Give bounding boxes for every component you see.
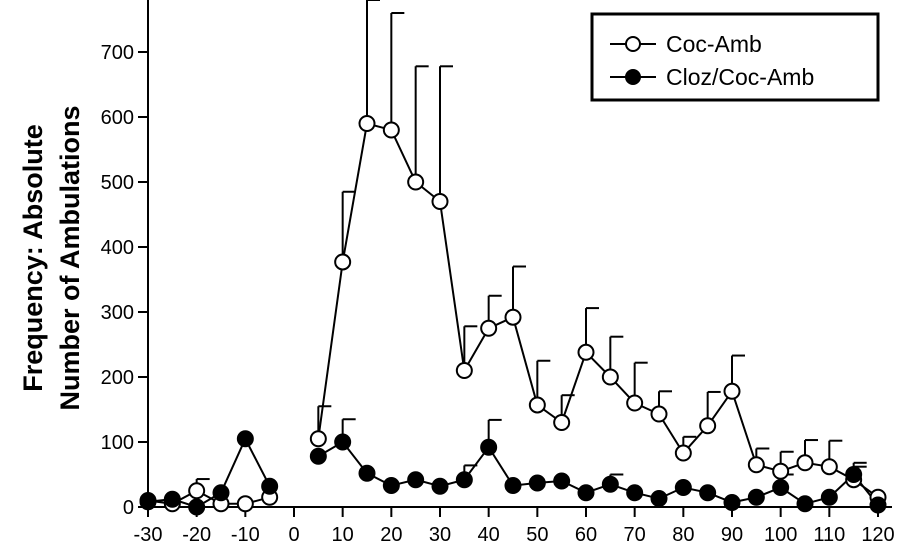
data-point-coc-amb <box>455 362 473 379</box>
data-point-cloz-coc-amb <box>674 479 692 496</box>
x-tick-label: 90 <box>721 524 743 546</box>
y-axis-title-line-1: Frequency: Absolute <box>18 124 48 392</box>
data-point-coc-amb <box>650 405 668 423</box>
axes: 0 100 200 300 400 500 600 700 -30 -20 -10 0 10 20 30 40… <box>101 0 895 546</box>
data-point-coc-amb <box>504 308 522 326</box>
y-tick-label: 700 <box>101 42 134 64</box>
x-tick-label: 60 <box>575 524 597 546</box>
x-tick-label: 100 <box>764 524 797 546</box>
data-point-coc-amb <box>723 382 741 400</box>
data-point-cloz-coc-amb <box>504 477 522 495</box>
data-point-coc-amb <box>528 396 546 414</box>
x-tick-label: -30 <box>134 524 163 546</box>
x-tick-label: 120 <box>861 524 894 546</box>
data-point-cloz-coc-amb <box>772 479 790 496</box>
data-point-cloz-coc-amb <box>407 471 425 489</box>
series-markers <box>139 115 887 516</box>
data-point-cloz-coc-amb <box>431 477 449 495</box>
data-point-cloz-coc-amb <box>699 484 717 502</box>
x-tick-label: 110 <box>813 524 845 546</box>
data-point-cloz-coc-amb <box>334 433 352 451</box>
y-tick-label: 300 <box>101 302 134 324</box>
data-point-coc-amb <box>236 495 254 513</box>
data-point-coc-amb <box>358 115 376 132</box>
data-point-coc-amb <box>188 482 206 500</box>
data-point-coc-amb <box>577 343 595 361</box>
x-tick-label: 40 <box>478 524 500 546</box>
legend-label-coc-amb: Coc-Amb <box>666 31 762 57</box>
legend-label-cloz-coc-amb: Cloz/Coc-Amb <box>666 64 814 90</box>
y-tick-label: 100 <box>101 432 134 454</box>
x-tick-label: 0 <box>288 524 299 546</box>
data-point-cloz-coc-amb <box>212 484 230 502</box>
data-point-cloz-coc-amb <box>480 438 498 456</box>
data-point-cloz-coc-amb <box>188 498 206 516</box>
legend: Coc-Amb Cloz/Coc-Amb <box>590 12 880 102</box>
data-point-coc-amb <box>407 173 425 191</box>
data-point-cloz-coc-amb <box>845 466 863 483</box>
series-line-cloz-coc-amb <box>317 440 879 506</box>
x-tick-label: 10 <box>332 524 354 546</box>
data-point-cloz-coc-amb <box>455 471 473 489</box>
data-point-cloz-coc-amb <box>139 493 157 511</box>
legend-marker-cloz-coc-amb <box>625 69 641 85</box>
x-tick-label: 30 <box>429 524 451 546</box>
data-point-cloz-coc-amb <box>577 484 595 502</box>
data-point-cloz-coc-amb <box>747 488 765 506</box>
data-point-coc-amb <box>382 121 400 139</box>
data-point-cloz-coc-amb <box>796 495 814 513</box>
x-tick-label: 20 <box>380 524 402 546</box>
y-tick-label: 500 <box>101 172 134 194</box>
series-line-coc-amb <box>317 122 879 499</box>
legend-marker-coc-amb <box>625 36 641 52</box>
legend-box <box>590 12 880 102</box>
data-point-cloz-coc-amb <box>626 484 644 502</box>
data-point-cloz-coc-amb <box>309 447 327 465</box>
data-point-cloz-coc-amb <box>163 490 181 508</box>
data-point-coc-amb <box>480 319 498 337</box>
data-point-cloz-coc-amb <box>601 475 619 493</box>
y-axis-title-line-2: Number of Ambulations <box>55 105 85 410</box>
data-point-coc-amb <box>820 458 838 476</box>
x-tick-label: 70 <box>624 524 646 546</box>
y-axis-title: Frequency: Absolute Number of Ambulation… <box>18 105 85 410</box>
data-point-cloz-coc-amb <box>650 490 668 508</box>
data-point-cloz-coc-amb <box>382 477 400 495</box>
data-point-coc-amb <box>674 444 692 462</box>
data-point-coc-amb <box>626 394 644 412</box>
data-point-coc-amb <box>772 462 790 480</box>
data-point-coc-amb <box>747 456 765 474</box>
data-point-cloz-coc-amb <box>236 430 254 448</box>
data-point-cloz-coc-amb <box>820 488 838 506</box>
data-point-coc-amb <box>431 193 449 210</box>
y-tick-label: 200 <box>101 367 134 389</box>
data-point-cloz-coc-amb <box>723 493 741 511</box>
data-point-cloz-coc-amb <box>553 472 571 490</box>
y-tick-label: 400 <box>101 237 134 259</box>
x-tick-label: -10 <box>231 524 260 546</box>
data-point-coc-amb <box>796 454 814 472</box>
data-point-coc-amb <box>334 253 352 271</box>
data-point-coc-amb <box>699 417 717 435</box>
data-point-cloz-coc-amb <box>869 496 887 514</box>
y-tick-label: 0 <box>123 497 134 519</box>
data-point-coc-amb <box>553 414 571 431</box>
y-tick-label: 600 <box>101 107 134 129</box>
data-point-cloz-coc-amb <box>528 474 546 492</box>
data-point-coc-amb <box>309 430 327 448</box>
x-tick-label: 50 <box>526 524 548 546</box>
data-point-cloz-coc-amb <box>358 464 376 482</box>
x-tick-label: 80 <box>672 524 694 546</box>
data-point-cloz-coc-amb <box>261 477 279 495</box>
x-tick-label: -20 <box>182 524 211 546</box>
data-point-coc-amb <box>601 368 619 386</box>
